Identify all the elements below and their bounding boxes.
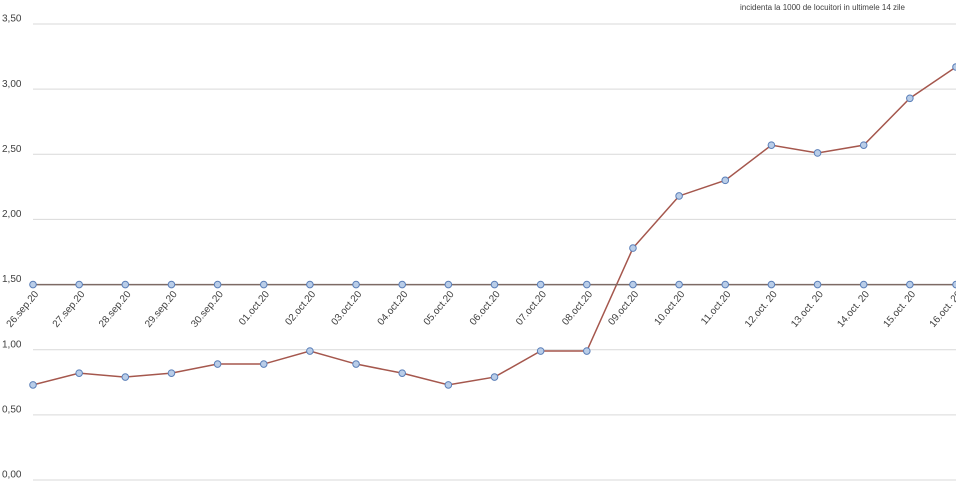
- marker: [767, 280, 776, 289]
- x-tick-label: 12.oct. 20: [743, 289, 780, 330]
- marker: [675, 192, 683, 200]
- marker: [75, 280, 83, 289]
- marker: [490, 280, 499, 289]
- y-tick-label: 3,50: [2, 14, 22, 25]
- marker: [906, 280, 914, 289]
- x-tick-label: 02.oct.20: [283, 289, 318, 328]
- marker: [536, 280, 545, 289]
- marker: [121, 280, 130, 289]
- marker: [259, 280, 268, 289]
- marker: [29, 280, 37, 289]
- marker: [629, 280, 637, 289]
- marker: [213, 280, 222, 289]
- marker: [629, 244, 637, 252]
- marker: [906, 94, 914, 103]
- y-tick-label: 0,50: [2, 404, 22, 415]
- marker: [952, 63, 956, 71]
- marker: [675, 280, 683, 289]
- y-tick-label: 3,00: [2, 79, 22, 90]
- marker: [813, 149, 822, 157]
- x-tick-label: 14.oct. 20: [835, 289, 872, 330]
- x-tick-label: 11.oct.20: [699, 289, 734, 327]
- marker: [536, 347, 545, 355]
- marker: [444, 381, 453, 389]
- marker: [859, 141, 868, 149]
- marker: [306, 347, 314, 355]
- marker: [583, 280, 591, 289]
- x-tick-label: 01.oct.20: [237, 289, 272, 328]
- line: [32, 66, 956, 386]
- marker: [75, 369, 83, 377]
- marker: [490, 373, 499, 381]
- x-tick-label: 03.oct.20: [329, 289, 364, 328]
- marker: [583, 347, 591, 355]
- marker: [352, 280, 360, 289]
- y-tick-label: 1,00: [2, 339, 22, 350]
- marker: [721, 176, 730, 185]
- marker: [398, 280, 407, 289]
- marker: [121, 373, 130, 381]
- marker: [952, 280, 956, 289]
- marker: [167, 280, 176, 289]
- marker: [767, 141, 776, 149]
- x-tick-label: 16.oct. 20: [928, 289, 956, 330]
- x-tick-label: 10.oct.20: [653, 289, 688, 328]
- x-tick-label: 07.oct.20: [514, 289, 549, 328]
- marker: [859, 280, 868, 289]
- y-tick-label: 2,50: [2, 144, 22, 155]
- x-tick-label: 06.oct.20: [468, 289, 503, 328]
- x-tick-label: 30.sep.20: [189, 289, 226, 330]
- x-tick-label: 08.oct.20: [560, 289, 595, 328]
- x-tick-label: 26.sep.20: [5, 289, 42, 330]
- x-tick-label: 15.oct. 20: [882, 289, 919, 330]
- marker: [306, 280, 314, 289]
- x-tick-label: 29.sep.20: [143, 289, 180, 330]
- x-tick-label: 28.sep.20: [97, 289, 134, 330]
- x-tick-label: 27.sep.20: [51, 289, 88, 330]
- marker: [259, 360, 268, 368]
- y-tick-label: 1,50: [2, 274, 22, 285]
- y-tick-label: 2,00: [2, 209, 22, 220]
- marker: [167, 369, 176, 377]
- x-tick-label: 04.oct.20: [376, 289, 411, 328]
- marker: [444, 280, 453, 289]
- marker: [213, 360, 222, 368]
- marker: [813, 280, 822, 289]
- marker: [29, 381, 37, 389]
- marker: [352, 360, 360, 368]
- x-tick-label: 13.oct. 20: [789, 289, 826, 330]
- marker: [398, 369, 407, 377]
- x-tick-label: 05.oct.20: [422, 289, 457, 328]
- chart-title: incidenta la 1000 de locuitori in ultime…: [740, 3, 906, 12]
- marker: [721, 280, 730, 289]
- y-tick-label: 0,00: [2, 470, 22, 481]
